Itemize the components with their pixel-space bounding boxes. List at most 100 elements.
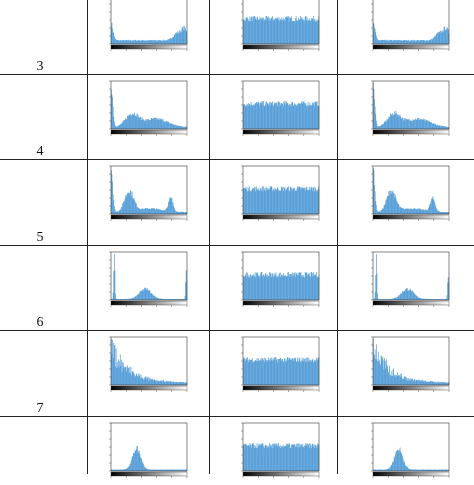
histogram-bar: [416, 209, 418, 214]
histogram-bar: [181, 211, 182, 214]
histogram-bar: [136, 445, 138, 471]
histogram-bar: [282, 358, 283, 385]
histogram-bar: [435, 382, 437, 385]
histogram-bar: [445, 382, 447, 385]
histogram-bar: [121, 206, 123, 214]
histogram-bar: [438, 211, 440, 214]
histogram-bar: [289, 103, 291, 129]
histogram-bar: [128, 298, 129, 300]
histogram-bar: [185, 212, 187, 214]
histogram-bar: [380, 210, 382, 214]
histogram-bar: [254, 105, 256, 129]
histogram-bar: [144, 209, 145, 214]
histogram-bar: [409, 288, 411, 300]
histogram-bar: [270, 102, 272, 129]
histogram-bar: [400, 207, 402, 214]
histogram-bar: [155, 117, 157, 129]
histogram-bar: [151, 469, 153, 471]
histogram-bar: [280, 191, 282, 214]
histogram-bar: [402, 208, 403, 214]
histogram-bar: [300, 362, 302, 385]
histogram-bar: [243, 188, 245, 214]
histogram-bar: [298, 186, 300, 214]
histogram-bar: [267, 274, 269, 300]
histogram-bar: [154, 209, 156, 214]
histogram-bar: [162, 298, 164, 300]
histogram-bar: [430, 381, 431, 385]
histogram-bar: [389, 365, 390, 385]
histogram-bar: [160, 40, 162, 44]
histogram-bar: [245, 187, 247, 214]
histogram-bar: [424, 209, 425, 214]
histogram-bar: [409, 119, 411, 129]
histogram-bar: [377, 39, 378, 44]
histogram-bar: [441, 299, 443, 300]
histogram-bar: [185, 282, 186, 300]
histogram-bar: [444, 299, 446, 300]
histogram-bar: [446, 469, 448, 471]
histogram-bar: [418, 379, 420, 385]
histogram-bar: [400, 373, 402, 385]
histogram-bar: [125, 196, 127, 214]
histogram-bar: [178, 212, 179, 214]
histogram-bar: [125, 195, 126, 214]
histogram-bar: [118, 40, 120, 44]
histogram-bar: [394, 111, 396, 129]
histogram-bar: [182, 382, 183, 385]
histogram-bar: [406, 209, 407, 214]
histogram-bar: [134, 452, 135, 471]
histogram-bar: [415, 379, 417, 385]
histogram-bar: [301, 17, 303, 44]
histogram-bar: [125, 118, 126, 129]
histogram-bar: [266, 102, 268, 129]
histogram-bar: [292, 188, 294, 214]
histogram-bar: [388, 298, 390, 300]
histogram-bar: [316, 101, 318, 129]
histogram-bar: [373, 170, 375, 214]
histogram-bar: [282, 362, 284, 385]
histogram-bar: [446, 212, 447, 214]
histogram-bar: [386, 39, 387, 44]
histogram-bar: [431, 198, 432, 214]
histogram-bar: [142, 39, 144, 44]
histogram-bar: [377, 126, 379, 129]
histogram-bar: [288, 272, 289, 300]
histogram-bar: [165, 121, 167, 129]
histogram-bar: [416, 296, 418, 300]
histogram-bar: [271, 17, 273, 44]
histogram-bar: [276, 18, 277, 44]
histogram-bar: [381, 299, 383, 300]
histogram-bar: [143, 379, 144, 385]
histogram-bar: [317, 188, 319, 214]
histogram-bar: [260, 102, 261, 129]
histogram-bar: [303, 187, 305, 214]
histogram-bar: [252, 443, 254, 471]
histogram-bar: [282, 446, 283, 471]
histogram-bar: [247, 272, 248, 300]
histogram-bar: [147, 469, 149, 471]
histogram-bar: [435, 206, 437, 214]
histogram-bar: [382, 208, 384, 214]
histogram-bar: [139, 117, 141, 129]
histogram-bar: [291, 277, 293, 300]
histogram-bar: [405, 377, 406, 385]
histogram-bar: [116, 469, 118, 471]
histogram-bar: [279, 358, 280, 385]
histogram-bar: [132, 455, 134, 471]
histogram-bar: [429, 381, 431, 385]
histogram-bar: [132, 371, 134, 385]
histogram-bar: [276, 275, 278, 300]
histogram-bar: [311, 361, 313, 385]
histogram-bar: [377, 211, 379, 214]
histogram-bar: [390, 40, 391, 44]
histogram-bar: [407, 40, 409, 44]
histogram-bar: [251, 358, 253, 385]
histogram-bar: [304, 20, 305, 44]
histogram-bar: [300, 443, 302, 471]
histogram-bar: [168, 39, 169, 44]
histogram-bar: [304, 102, 305, 129]
histogram-bar: [121, 299, 122, 300]
histogram-bar: [259, 275, 260, 300]
histogram-bar: [176, 298, 178, 300]
histogram-bar: [419, 469, 421, 471]
